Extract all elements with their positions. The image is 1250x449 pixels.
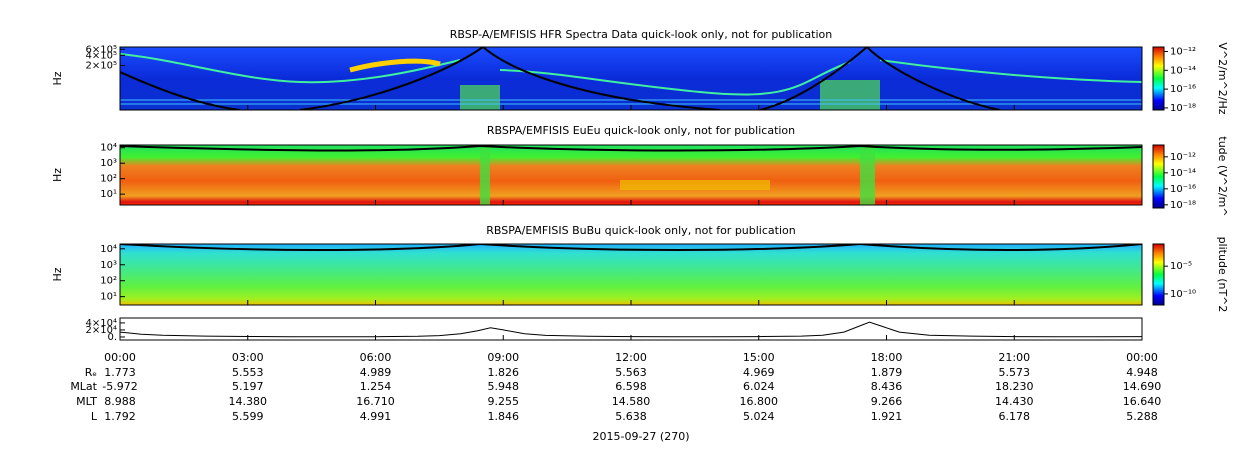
ephemeris-value: 1.773 — [104, 366, 136, 379]
ephemeris-value: 6.598 — [615, 380, 647, 393]
ephemeris-value: 9.266 — [871, 395, 903, 408]
ephemeris-value: 1.792 — [104, 410, 136, 423]
panel-title: RBSPA/EMFISIS EuEu quick-look only, not … — [487, 124, 795, 137]
ephemeris-value: 4.989 — [360, 366, 392, 379]
ephemeris-value: 9.255 — [488, 395, 520, 408]
ephemeris-value: 6.178 — [999, 410, 1031, 423]
colorbar-tick-label: 10⁻¹⁸ — [1170, 103, 1196, 114]
ephemeris-value: 1.826 — [488, 366, 520, 379]
colorbar — [1152, 144, 1165, 209]
ephemeris-value: 5.553 — [232, 366, 264, 379]
colorbar-label: tude (V^2/m^ — [1216, 136, 1229, 216]
ephemeris-value: 5.563 — [615, 366, 647, 379]
x-tick-label: 09:00 — [487, 351, 519, 364]
ephemeris-label: MLat — [70, 380, 97, 393]
ephemeris-value: 6.024 — [743, 380, 775, 393]
ephemeris-value: 4.969 — [743, 366, 775, 379]
x-tick-label: 18:00 — [871, 351, 903, 364]
y-tick-label: 10¹ — [100, 292, 117, 303]
x-tick-label: 12:00 — [615, 351, 647, 364]
ephemeris-value: 16.800 — [740, 395, 779, 408]
y-tick-label: 10⁴ — [100, 244, 117, 255]
panel-title: RBSP-A/EMFISIS HFR Spectra Data quick-lo… — [450, 28, 833, 41]
y-tick-label: 6×10⁵ — [86, 44, 117, 55]
y-tick-label: 10² — [100, 174, 117, 185]
x-tick-label: 06:00 — [360, 351, 392, 364]
ephemeris-value: 16.710 — [356, 395, 395, 408]
ephemeris-value: 4.948 — [1126, 366, 1158, 379]
y-tick-label: 10³ — [100, 158, 117, 169]
colorbar-tick-label: 10⁻⁵ — [1170, 261, 1192, 272]
x-axis-label: 2015-09-27 (270) — [592, 430, 689, 443]
colorbar-tick-label: 10⁻¹⁶ — [1170, 84, 1196, 95]
y-tick-label: 4×10⁵ — [86, 50, 117, 61]
ephemeris-value: 16.640 — [1123, 395, 1162, 408]
ephemeris-value: 14.690 — [1123, 380, 1162, 393]
x-tick-label: 21:00 — [998, 351, 1030, 364]
y-axis-label: Hz — [51, 168, 64, 182]
ephemeris-value: 5.599 — [232, 410, 264, 423]
x-tick-label: 00:00 — [1126, 351, 1158, 364]
spectrogram-3-image — [120, 244, 1142, 305]
y-axis-label: Hz — [51, 71, 64, 85]
x-tick-label: 03:00 — [232, 351, 264, 364]
ephemeris-value: 8.988 — [104, 395, 136, 408]
y-axis-label: Hz — [51, 267, 64, 281]
ephemeris-value: 5.288 — [1126, 410, 1158, 423]
y-tick-label: 0. — [107, 332, 117, 343]
ephemeris-value: 8.436 — [871, 380, 903, 393]
y-tick-label: 10² — [100, 276, 117, 287]
colorbar-tick-label: 10⁻¹⁰ — [1170, 289, 1196, 300]
panel-title: RBSPA/EMFISIS BuBu quick-look only, not … — [486, 224, 796, 237]
ephemeris-value: 5.197 — [232, 380, 264, 393]
ephemeris-value: 1.254 — [360, 380, 392, 393]
y-tick-label: 10⁴ — [100, 143, 117, 154]
colorbar-tick-label: 10⁻¹⁴ — [1170, 168, 1196, 179]
ephemeris-label: Rₑ — [85, 366, 97, 379]
colorbar — [1152, 46, 1165, 111]
colorbar-tick-label: 10⁻¹⁸ — [1170, 200, 1196, 211]
colorbar-tick-label: 10⁻¹² — [1170, 152, 1196, 163]
ephemeris-value: -5.972 — [102, 380, 137, 393]
y-tick-label: 10³ — [100, 260, 117, 271]
ephemeris-label: L — [91, 410, 98, 423]
colorbar-label: V^2/m^2/Hz — [1216, 42, 1229, 114]
colorbar — [1152, 243, 1165, 306]
x-tick-label: 00:00 — [104, 351, 136, 364]
ephemeris-value: 4.991 — [360, 410, 392, 423]
ephemeris-value: 14.580 — [612, 395, 651, 408]
ephemeris-value: 5.573 — [999, 366, 1031, 379]
colorbar-tick-label: 10⁻¹² — [1170, 46, 1196, 57]
x-tick-label: 15:00 — [743, 351, 775, 364]
ephemeris-value: 1.879 — [871, 366, 903, 379]
y-tick-label: 2×10⁵ — [86, 61, 117, 72]
ephemeris-value: 14.380 — [229, 395, 268, 408]
ephemeris-value: 14.430 — [995, 395, 1034, 408]
y-tick-label: 10¹ — [100, 189, 117, 200]
ephemeris-value: 5.948 — [488, 380, 520, 393]
line — [119, 321, 1143, 338]
spectrogram-2-image — [120, 145, 1142, 205]
colorbar-label: plitude (nT^2 — [1216, 237, 1229, 313]
ephemeris-value: 5.638 — [615, 410, 647, 423]
y-tick-label: 2×10⁴ — [86, 325, 117, 336]
colorbar-tick-label: 10⁻¹⁶ — [1170, 184, 1196, 195]
spectrogram-1-image — [120, 47, 1142, 110]
y-tick-label: 4×10⁴ — [86, 318, 117, 329]
ephemeris-value: 18.230 — [995, 380, 1034, 393]
colorbar-tick-label: 10⁻¹⁴ — [1170, 65, 1196, 76]
ephemeris-value: 1.846 — [488, 410, 520, 423]
ephemeris-label: MLT — [76, 395, 97, 408]
ephemeris-value: 5.024 — [743, 410, 775, 423]
ephemeris-value: 1.921 — [871, 410, 903, 423]
